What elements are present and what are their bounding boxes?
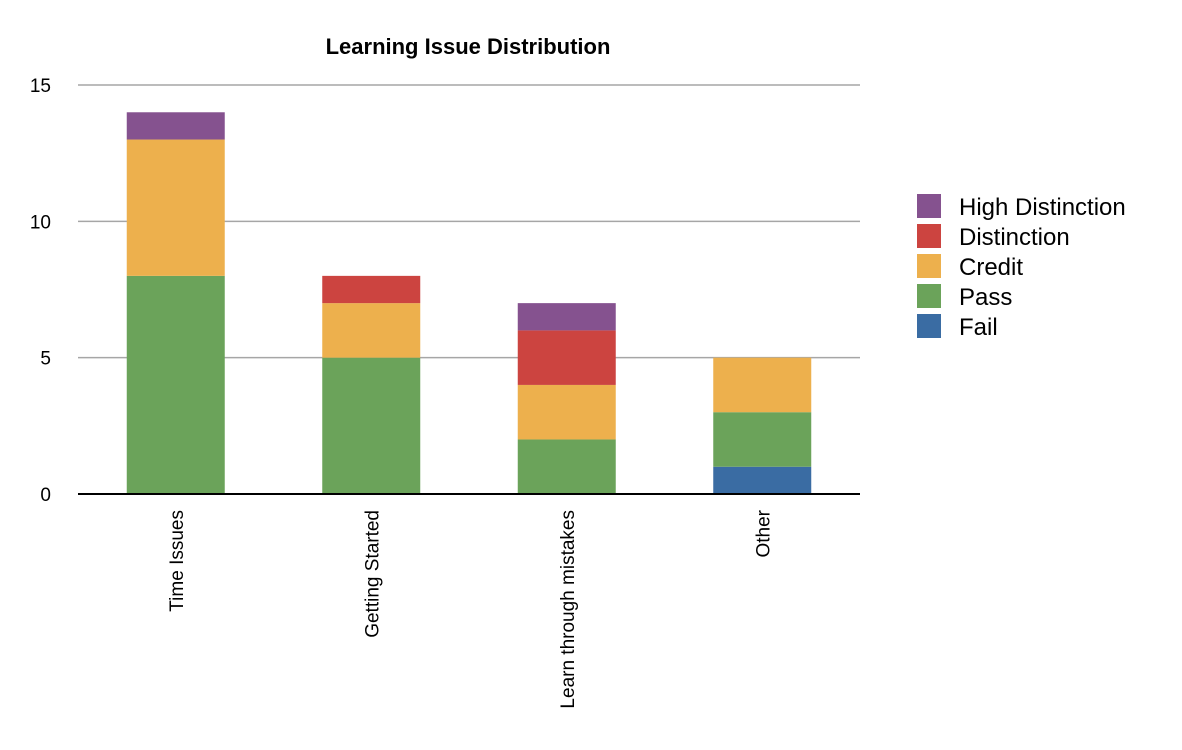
y-tick-label: 15	[30, 76, 51, 97]
bar-segment-pass	[517, 439, 616, 494]
legend-label: High Distinction	[959, 194, 1126, 221]
bar-segment-credit	[517, 384, 616, 440]
legend: High Distinction Distinction Credit Pass Fai…	[917, 194, 1126, 341]
y-tick-label: 0	[40, 485, 51, 506]
x-tick-label: Getting Started	[362, 510, 383, 638]
legend-swatch	[917, 224, 941, 248]
legend-item-pass: Pass	[917, 284, 1012, 311]
bar-segment-distinction	[517, 330, 616, 385]
x-tick-label: Other	[753, 509, 774, 557]
bar-segment-fail	[713, 466, 812, 494]
y-tick-label: 10	[30, 212, 51, 233]
bar-segment-credit	[126, 139, 225, 276]
bar-segment-credit	[713, 357, 812, 413]
bar-segment-distinction	[322, 275, 421, 304]
bar-segment-pass	[126, 275, 225, 494]
bar-segment-high-distinction	[517, 303, 616, 331]
legend-swatch	[917, 194, 941, 218]
bar-segment-high-distinction	[126, 112, 225, 140]
legend-swatch	[917, 284, 941, 308]
axis-layer: 0 5 10 15 Time Issues Getting Started Learn th…	[30, 76, 860, 709]
bar-segment-pass	[713, 412, 812, 467]
legend-item-distinction: Distinction	[917, 224, 1070, 251]
legend-label: Pass	[959, 284, 1012, 311]
legend-label: Distinction	[959, 224, 1070, 251]
legend-item-credit: Credit	[917, 254, 1023, 281]
bars-layer	[126, 112, 812, 494]
y-tick-label: 5	[40, 349, 51, 370]
legend-label: Credit	[959, 254, 1023, 281]
legend-swatch	[917, 254, 941, 278]
bar-segment-pass	[322, 357, 421, 494]
legend-label: Fail	[959, 314, 998, 341]
legend-item-fail: Fail	[917, 314, 998, 341]
x-tick-label: Time Issues	[167, 510, 188, 612]
x-tick-label: Learn through mistakes	[558, 510, 579, 709]
chart-title: Learning Issue Distribution	[326, 34, 611, 59]
legend-item-high-distinction: High Distinction	[917, 194, 1126, 221]
legend-swatch	[917, 314, 941, 338]
bar-segment-credit	[322, 303, 421, 358]
